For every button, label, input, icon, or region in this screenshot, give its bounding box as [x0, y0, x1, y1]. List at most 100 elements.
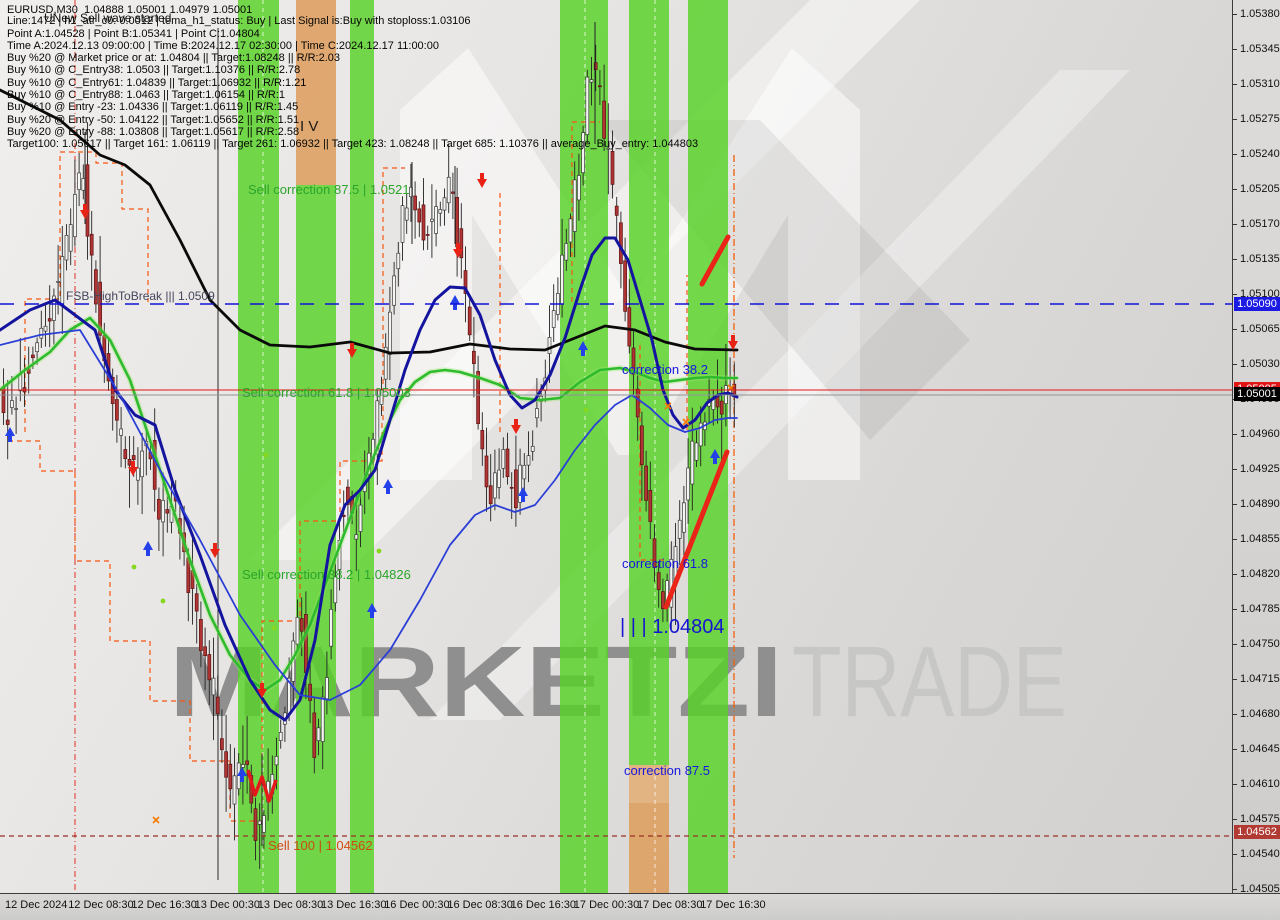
- price-tick-label: 1.04960: [1240, 428, 1280, 440]
- price-tick-label: 1.04540: [1240, 848, 1280, 860]
- price-tick-label: 1.04680: [1240, 708, 1280, 720]
- zigzag-marker: [246, 769, 278, 803]
- sell-arrow-icon: [728, 335, 738, 350]
- sell-arrow-icon: [477, 173, 487, 188]
- price-tick-label: 1.05310: [1240, 78, 1280, 90]
- price-tick-label: 1.05170: [1240, 218, 1280, 230]
- buy-arrow-icon: [367, 603, 377, 618]
- ma-tema-navy: [0, 236, 739, 722]
- price-tick-label: 1.04925: [1240, 463, 1280, 475]
- time-axis[interactable]: 12 Dec 2024 12 Dec 08:30 12 Dec 16:30 13 De…: [0, 893, 1280, 920]
- price-tick-label: 1.05380: [1240, 8, 1280, 20]
- axis-tick: [1233, 469, 1237, 470]
- price-tick-label: 1.05205: [1240, 183, 1280, 195]
- label-sell-correction-618: Sell correction 61.8 | 1.05003: [242, 385, 411, 400]
- buy-arrow-icon: [710, 449, 720, 464]
- channel-line: [261, 420, 383, 821]
- signal-band-orange_light: [629, 765, 669, 803]
- axis-tick: [1233, 49, 1237, 50]
- price-tick-label: 1.05240: [1240, 148, 1280, 160]
- axis-tick: [1233, 294, 1237, 295]
- buy-arrow-icon: [578, 341, 588, 356]
- exit-cross-icon: [152, 816, 160, 824]
- axis-tick: [1233, 749, 1237, 750]
- time-tick-label: 16 Dec 16:30: [510, 899, 577, 911]
- chart-plot-area[interactable]: MARKETZI TRADE EURUSD,M30 1.04888 1.05001…: [0, 0, 1232, 893]
- label-fsb-high-to-break: FSB-HighToBreak ||| 1.0509: [66, 289, 215, 303]
- time-tick-label: 12 Dec 16:30: [131, 899, 197, 911]
- info-line: Time A:2024.12.13 09:00:00 | Time B:2024…: [7, 39, 439, 52]
- signal-dot-icon: [271, 625, 277, 631]
- price-tick-label: 1.04890: [1240, 498, 1280, 510]
- sell-arrow-icon: [80, 204, 90, 219]
- signal-band-orange: [296, 0, 336, 185]
- axis-tick: [1233, 364, 1237, 365]
- time-tick-label: 13 Dec 16:30: [321, 899, 387, 911]
- time-tick-label: 17 Dec 16:30: [700, 899, 766, 911]
- ma-slow-black: [0, 88, 739, 355]
- axis-tick: [1233, 539, 1237, 540]
- label-sell-correction-382: Sell correction 38.2 | 1.04826: [242, 567, 411, 582]
- label-wave-iv: I V: [300, 118, 319, 135]
- axis-tick: [1233, 259, 1237, 260]
- candles-layer: [1, 22, 737, 869]
- axis-tick: [1233, 609, 1237, 610]
- price-tick-label: 1.04575: [1240, 813, 1280, 825]
- axis-tick: [1233, 84, 1237, 85]
- signal-band-green: [296, 185, 336, 893]
- trend-line[interactable]: [663, 449, 730, 610]
- axis-tick: [1233, 644, 1237, 645]
- ma-green: [0, 316, 739, 692]
- info-line: Buy %10 @ C_Entry38: 1.0503 || Target:1.…: [7, 64, 301, 77]
- time-tick-label: 16 Dec 00:30: [384, 899, 450, 911]
- time-tick-label: 17 Dec 08:30: [637, 899, 703, 911]
- watermark-suffix: TRADE: [792, 626, 1067, 738]
- price-tick-label: 1.05345: [1240, 43, 1280, 55]
- price-tick-label: 1.04820: [1240, 568, 1280, 580]
- axis-tick: [1233, 434, 1237, 435]
- signal-band-green: [350, 0, 374, 893]
- marketzi-logo-m: [400, 48, 860, 480]
- axis-tick: [1233, 504, 1237, 505]
- price-marker-label: 1.05090: [1234, 297, 1280, 311]
- channel-line: [8, 440, 262, 822]
- price-marker-label: 1.04562: [1234, 825, 1280, 839]
- trend-line[interactable]: [699, 234, 731, 287]
- signal-band-orange: [629, 803, 669, 893]
- info-line: Buy %10 @ C_Entry88: 1.0463 || Target:1.…: [7, 89, 285, 102]
- buy-arrow-icon: [450, 295, 460, 310]
- price-tick-label: 1.04715: [1240, 673, 1280, 685]
- sell-arrow-icon: [511, 419, 521, 434]
- label-sell-correction-875: Sell correction 87.5 | 1.0521: [248, 182, 410, 197]
- axis-tick: [1233, 784, 1237, 785]
- wave-status-note: UNew Sell wave started: [44, 11, 172, 25]
- exit-cross-icon: [682, 418, 690, 426]
- info-line: Buy %10 @ Entry -23: 1.04336 || Target:1…: [7, 101, 299, 114]
- label-correction-875: correction 87.5: [624, 763, 710, 778]
- candlestick-chart: MARKETZI TRADE: [0, 0, 1232, 893]
- info-line: Target100: 1.05617 || Target 161: 1.0611…: [7, 138, 699, 151]
- buy-arrow-icon: [5, 427, 15, 442]
- buy-arrow-icon: [143, 541, 153, 556]
- price-tick-label: 1.04785: [1240, 603, 1280, 615]
- buy-arrow-icon: [383, 479, 393, 494]
- signal-dot-icon: [263, 452, 269, 458]
- signal-dot-icon: [131, 564, 137, 570]
- info-line: Point A:1.04528 | Point B:1.05341 | Poin…: [7, 27, 260, 40]
- axis-tick: [1233, 889, 1237, 890]
- axis-tick: [1233, 819, 1237, 820]
- signal-dot-icon: [160, 598, 166, 604]
- axis-tick: [1233, 854, 1237, 855]
- time-tick-label: 16 Dec 08:30: [447, 899, 513, 911]
- info-line: Buy %20 @ Market price or at: 1.04804 ||…: [7, 52, 341, 65]
- price-tick-label: 1.04750: [1240, 638, 1280, 650]
- price-axis[interactable]: 1.05380 1.05345 1.05310 1.05275 1.05240 1.052…: [1232, 0, 1280, 895]
- buy-arrow-icon: [237, 767, 247, 782]
- sell-arrow-icon: [128, 461, 138, 476]
- ma-blue-mid: [0, 329, 738, 701]
- price-tick-label: 1.04645: [1240, 743, 1280, 755]
- axis-tick: [1233, 679, 1237, 680]
- price-tick-label: 1.04610: [1240, 778, 1280, 790]
- label-correction-382: correction 38.2: [622, 362, 708, 377]
- price-tick-label: 1.04855: [1240, 533, 1280, 545]
